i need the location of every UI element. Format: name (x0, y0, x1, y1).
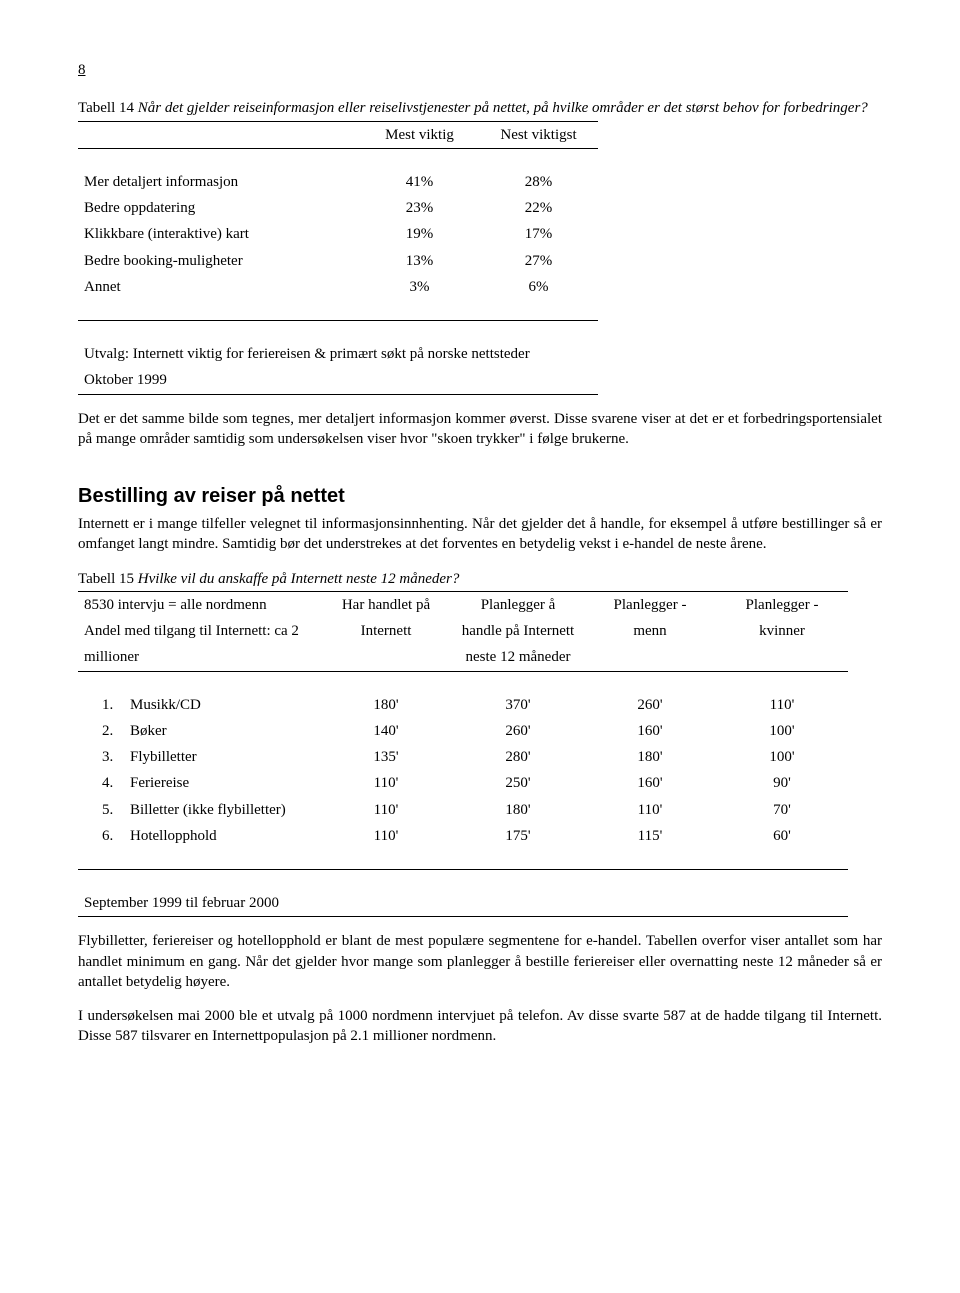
row-value: 28% (479, 169, 598, 195)
row-label: Billetter (ikke flybilletter) (130, 802, 286, 818)
table15-caption: Tabell 15 Hvilke vil du anskaffe på Inte… (78, 569, 882, 589)
paragraph-2: Internett er i mange tilfeller velegnet … (78, 514, 882, 555)
row-value: 17% (479, 221, 598, 247)
table14-col2: Mest viktig (360, 121, 479, 148)
row-value: 90' (716, 770, 848, 796)
table-row: 4.Feriereise 110' 250' 160' 90' (78, 770, 848, 796)
row-num: 2. (84, 721, 130, 741)
table15-caption-name: Tabell 15 (78, 571, 134, 587)
row-num: 6. (84, 826, 130, 846)
row-label: Annet (78, 274, 360, 300)
row-value: 280' (452, 744, 584, 770)
row-label: Flybilletter (130, 749, 197, 765)
row-num: 4. (84, 773, 130, 793)
row-num: 5. (84, 800, 130, 820)
table14-footer1-row: Utvalg: Internett viktig for feriereisen… (78, 341, 598, 367)
table-row: 1.Musikk/CD 180' 370' 260' 110' (78, 692, 848, 718)
t15-hdr-c2-l1: Har handlet på (320, 591, 452, 618)
row-value: 23% (360, 195, 479, 221)
t15-hdr-c5-l1: Planlegger - (716, 591, 848, 618)
row-value: 27% (479, 248, 598, 274)
table-row: 2.Bøker 140' 260' 160' 100' (78, 718, 848, 744)
row-value: 250' (452, 770, 584, 796)
t15-hdr-c4-l2: menn (584, 618, 716, 644)
table-row: Annet 3% 6% (78, 274, 598, 300)
row-value: 41% (360, 169, 479, 195)
row-value: 110' (320, 797, 452, 823)
t15-hdr-c4-l1: Planlegger - (584, 591, 716, 618)
row-value: 160' (584, 718, 716, 744)
table14-caption-desc: Når det gjelder reiseinformasjon eller r… (138, 100, 868, 116)
t15-hdr-c2-l2: Internett (320, 618, 452, 644)
row-value: 110' (320, 823, 452, 849)
row-label: Klikkbare (interaktive) kart (78, 221, 360, 247)
table-row: 3.Flybilletter 135' 280' 180' 100' (78, 744, 848, 770)
row-value: 100' (716, 718, 848, 744)
row-label: Hotellopphold (130, 828, 217, 844)
row-label: Bedre oppdatering (78, 195, 360, 221)
table14-footer2-row: Oktober 1999 (78, 367, 598, 394)
row-value: 115' (584, 823, 716, 849)
row-value: 60' (716, 823, 848, 849)
table-row: Bedre oppdatering 23% 22% (78, 195, 598, 221)
row-value: 180' (320, 692, 452, 718)
row-value: 110' (716, 692, 848, 718)
table14-caption-name: Tabell 14 (78, 100, 134, 116)
row-value: 175' (452, 823, 584, 849)
t15-hdr-c1-l2: Andel med tilgang til Internett: ca 2 (78, 618, 320, 644)
table-row: 5.Billetter (ikke flybilletter) 110' 180… (78, 797, 848, 823)
t15-hdr-c5-l2: kvinner (716, 618, 848, 644)
paragraph-3: Flybilletter, feriereiser og hotelloppho… (78, 931, 882, 992)
table14-footer2: Oktober 1999 (78, 367, 598, 394)
row-num: 1. (84, 695, 130, 715)
table-row: 6.Hotellopphold 110' 175' 115' 60' (78, 823, 848, 849)
row-value: 110' (584, 797, 716, 823)
table14-caption: Tabell 14 Når det gjelder reiseinformasj… (78, 98, 882, 118)
table14-footer1: Utvalg: Internett viktig for feriereisen… (78, 341, 598, 367)
row-num: 3. (84, 747, 130, 767)
t15-hdr-c3-l3: neste 12 måneder (452, 644, 584, 671)
row-value: 370' (452, 692, 584, 718)
row-label: Bedre booking-muligheter (78, 248, 360, 274)
row-value: 140' (320, 718, 452, 744)
table15-footer: September 1999 til februar 2000 (78, 890, 848, 917)
row-value: 6% (479, 274, 598, 300)
table-row: Mer detaljert informasjon 41% 28% (78, 169, 598, 195)
table15-caption-desc: Hvilke vil du anskaffe på Internett nest… (138, 571, 460, 587)
table15: 8530 intervju = alle nordmenn Har handle… (78, 591, 848, 918)
row-label: Mer detaljert informasjon (78, 169, 360, 195)
t15-hdr-c3-l2: handle på Internett (452, 618, 584, 644)
row-value: 22% (479, 195, 598, 221)
row-value: 135' (320, 744, 452, 770)
row-value: 100' (716, 744, 848, 770)
paragraph-1: Det er det samme bilde som tegnes, mer d… (78, 409, 882, 450)
row-value: 180' (584, 744, 716, 770)
row-label: Musikk/CD (130, 697, 201, 713)
table15-footer-row: September 1999 til februar 2000 (78, 890, 848, 917)
row-label: Bøker (130, 723, 167, 739)
row-value: 160' (584, 770, 716, 796)
row-label: Feriereise (130, 775, 189, 791)
row-value: 260' (584, 692, 716, 718)
row-value: 13% (360, 248, 479, 274)
row-value: 180' (452, 797, 584, 823)
table-row: Klikkbare (interaktive) kart 19% 17% (78, 221, 598, 247)
t15-hdr-c1-l3: millioner (78, 644, 320, 671)
t15-hdr-c3-l1: Planlegger å (452, 591, 584, 618)
page-number: 8 (78, 60, 882, 80)
row-value: 3% (360, 274, 479, 300)
row-value: 70' (716, 797, 848, 823)
row-value: 19% (360, 221, 479, 247)
row-value: 260' (452, 718, 584, 744)
section-heading: Bestilling av reiser på nettet (78, 483, 882, 510)
t15-hdr-c1-l1: 8530 intervju = alle nordmenn (78, 591, 320, 618)
table14: Mest viktig Nest viktigst Mer detaljert … (78, 121, 598, 395)
paragraph-4: I undersøkelsen mai 2000 ble et utvalg p… (78, 1006, 882, 1047)
table14-col3: Nest viktigst (479, 121, 598, 148)
table-row: Bedre booking-muligheter 13% 27% (78, 248, 598, 274)
row-value: 110' (320, 770, 452, 796)
